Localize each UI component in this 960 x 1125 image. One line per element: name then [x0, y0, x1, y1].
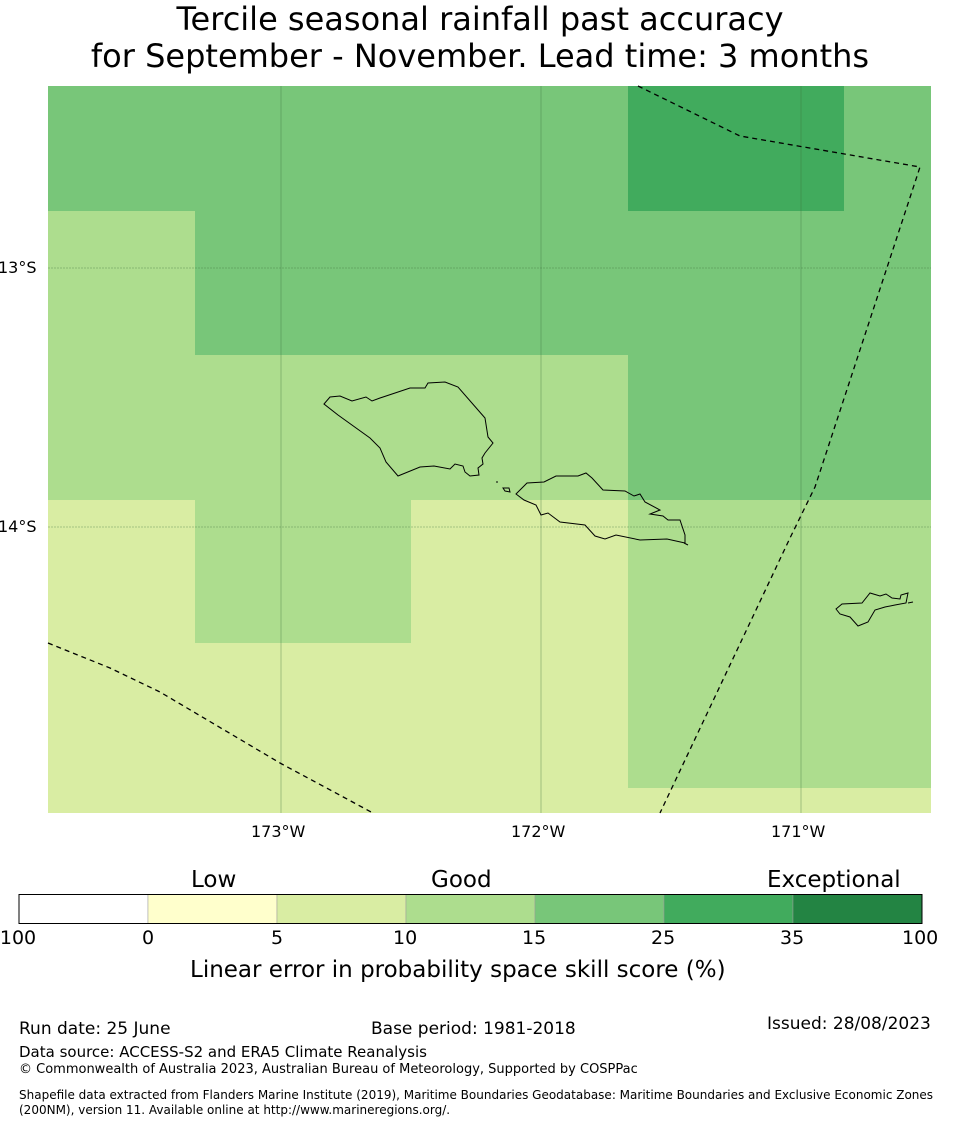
islands — [323, 381, 914, 627]
savaii-island — [323, 381, 494, 477]
colorbar-swatch — [147, 894, 278, 924]
lat-label-13s: 13°S — [0, 258, 37, 277]
grid-cell — [628, 355, 931, 500]
category-exceptional: Exceptional — [767, 867, 901, 893]
data-source: Data source: ACCESS-S2 and ERA5 Climate … — [19, 1043, 427, 1061]
manono-island — [502, 487, 511, 493]
colorbar-tick: 35 — [780, 927, 805, 949]
base-period: Base period: 1981-2018 — [371, 1019, 576, 1039]
category-good: Good — [431, 867, 492, 893]
shapefile-credit-line-1: Shapefile data extracted from Flanders M… — [19, 1088, 934, 1102]
issued-date: Issued: 28/08/2023 — [767, 1014, 931, 1034]
colorbar-swatch — [405, 894, 536, 924]
colorbar-tick: 5 — [271, 927, 284, 949]
lat-label-14s: 14°S — [0, 517, 37, 536]
shapefile-credit-line-2: (200NM), version 11. Available online at… — [19, 1103, 451, 1117]
colorbar-tick: 15 — [522, 927, 547, 949]
colorbar-tick: 0 — [142, 927, 155, 949]
colorbar-tick: 10 — [393, 927, 418, 949]
eez-boundary-north — [637, 85, 921, 814]
map-title-line-2: for September - November. Lead time: 3 m… — [90, 37, 870, 75]
upolu-tip — [683, 542, 689, 546]
colorbar-tick: 100 — [902, 927, 939, 949]
tutuila-island — [835, 592, 909, 627]
colorbar-swatch — [663, 894, 794, 924]
colorbar-swatch — [792, 894, 923, 924]
copyright: © Commonwealth of Australia 2023, Austra… — [19, 1062, 638, 1077]
colorbar-tick: -100 — [0, 927, 37, 949]
colorbar-swatch — [276, 894, 407, 924]
lon-label-173w: 173°W — [251, 822, 306, 841]
lon-label-172w: 172°W — [511, 822, 566, 841]
colorbar-swatch — [534, 894, 665, 924]
category-low: Low — [191, 867, 237, 893]
grid-cell — [195, 500, 411, 643]
grid-cell — [628, 86, 844, 211]
eez-boundaries — [47, 85, 921, 814]
upolu-island — [515, 472, 686, 544]
grid-cell — [628, 500, 931, 788]
skill-grid — [48, 86, 931, 813]
grid-cell — [195, 211, 931, 355]
colorbar-swatch — [18, 894, 149, 924]
skill-map — [47, 85, 931, 814]
graticule — [48, 86, 931, 813]
lon-label-171w: 171°W — [771, 822, 826, 841]
aunuu-island — [907, 601, 914, 604]
colorbar-label: Linear error in probability space skill … — [190, 957, 726, 983]
colorbar — [18, 894, 923, 924]
run-date: Run date: 25 June — [19, 1019, 171, 1039]
colorbar-tick: 25 — [651, 927, 676, 949]
map-title-line-1: Tercile seasonal rainfall past accuracy — [176, 0, 784, 38]
